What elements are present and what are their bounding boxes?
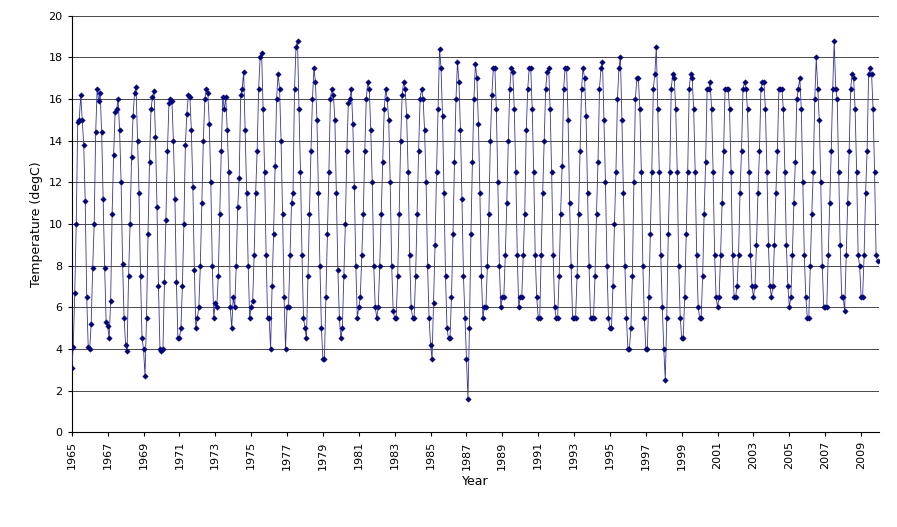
X-axis label: Year: Year — [462, 475, 489, 488]
Y-axis label: Temperature (degC): Temperature (degC) — [30, 161, 43, 287]
